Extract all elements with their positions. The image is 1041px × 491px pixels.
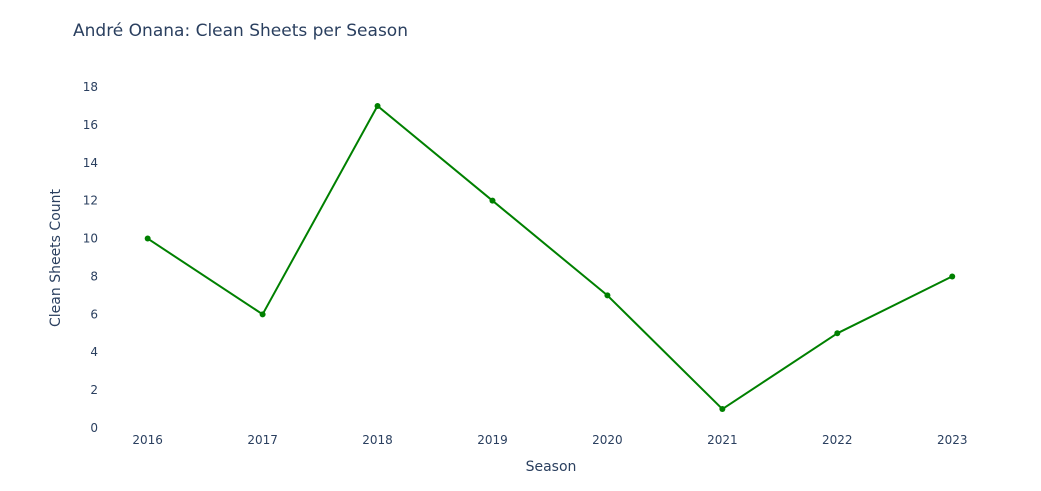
x-tick-label: 2020 <box>592 433 623 447</box>
y-tick-label: 2 <box>90 383 98 397</box>
data-point[interactable] <box>259 311 266 318</box>
chart-title: André Onana: Clean Sheets per Season <box>73 21 408 41</box>
y-tick-label: 8 <box>90 269 98 283</box>
x-tick-label: 2018 <box>362 433 393 447</box>
y-tick-label: 18 <box>83 80 98 94</box>
y-tick-label: 16 <box>83 118 98 132</box>
y-tick-label: 10 <box>83 232 98 246</box>
x-axis-ticks: 2016 2017 2018 2019 2020 2021 2022 2023 <box>132 433 967 447</box>
y-tick-label: 4 <box>90 345 98 359</box>
data-point[interactable] <box>604 292 611 299</box>
x-tick-label: 2022 <box>822 433 853 447</box>
x-axis-title: Season <box>526 459 577 475</box>
x-tick-label: 2021 <box>707 433 738 447</box>
y-tick-label: 12 <box>83 194 98 208</box>
data-point[interactable] <box>719 406 726 413</box>
x-tick-label: 2019 <box>477 433 508 447</box>
x-tick-label: 2017 <box>247 433 278 447</box>
y-tick-label: 6 <box>90 307 98 321</box>
x-tick-label: 2016 <box>132 433 163 447</box>
y-tick-label: 14 <box>83 156 98 170</box>
plot-area <box>144 102 956 413</box>
y-axis-title: Clean Sheets Count <box>48 189 64 327</box>
data-point[interactable] <box>489 197 496 204</box>
y-tick-label: 0 <box>90 421 98 435</box>
data-point[interactable] <box>949 273 956 280</box>
data-point[interactable] <box>144 235 151 242</box>
y-axis-ticks: 0 2 4 6 8 10 12 14 16 18 <box>83 80 98 435</box>
series-line <box>147 104 953 411</box>
data-point[interactable] <box>834 330 841 337</box>
x-tick-label: 2023 <box>937 433 968 447</box>
data-point[interactable] <box>374 102 381 109</box>
